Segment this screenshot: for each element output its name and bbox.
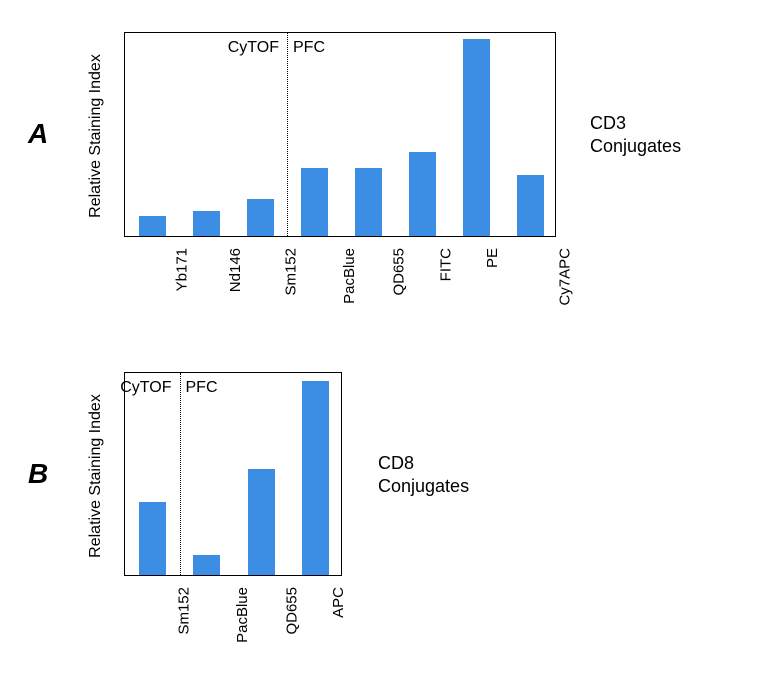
panel-a-ylabel: Relative Staining Index [87, 54, 105, 218]
bar [302, 381, 329, 575]
bar [193, 211, 220, 236]
bar [193, 555, 220, 575]
xtick-label: Sm152 [176, 587, 193, 635]
xtick-label: APC [329, 587, 346, 618]
panel-a-side-line2: Conjugates [590, 136, 681, 156]
panel-a-side-label: CD3 Conjugates [590, 112, 681, 157]
panel-b-bars [125, 373, 341, 575]
bar [139, 216, 166, 237]
panel-a-xticks: Yb171Nd146Sm152PacBlueQD655FITCPECy7APC [125, 236, 555, 253]
xtick-label: Nd146 [228, 248, 245, 292]
panel-a-letter: A [28, 118, 48, 150]
bar [517, 175, 544, 237]
bar [355, 168, 382, 236]
bar [463, 39, 490, 236]
panel-b-side-label: CD8 Conjugates [378, 452, 469, 497]
xtick-label: Sm152 [283, 248, 300, 296]
panel-a-side-line1: CD3 [590, 113, 626, 133]
xtick-label: PE [484, 248, 501, 268]
panel-b-side-line1: CD8 [378, 453, 414, 473]
xtick-label: FITC [437, 248, 454, 281]
panel-b-chart: CyTOF PFC Sm152PacBlueQD655APC Relative … [124, 372, 342, 576]
panel-b-ylabel: Relative Staining Index [87, 394, 105, 558]
xtick-label: PacBlue [341, 248, 358, 304]
panel-a-plotbox: CyTOF PFC Yb171Nd146Sm152PacBlueQD655FIT… [124, 32, 556, 237]
xtick-label: PacBlue [234, 587, 251, 643]
xtick-label: QD655 [284, 587, 301, 635]
panel-b-plotbox: CyTOF PFC Sm152PacBlueQD655APC [124, 372, 342, 576]
panel-b-letter: B [28, 458, 48, 490]
bar [248, 469, 275, 575]
panel-b-side-line2: Conjugates [378, 476, 469, 496]
panel-a-chart: CyTOF PFC Yb171Nd146Sm152PacBlueQD655FIT… [124, 32, 556, 237]
bar [409, 152, 436, 236]
xtick-label: Yb171 [174, 248, 191, 291]
bar [301, 168, 328, 236]
bar [139, 502, 166, 575]
panel-b-xticks: Sm152PacBlueQD655APC [125, 575, 341, 592]
panel-a-bars [125, 33, 555, 236]
xtick-label: Cy7APC [557, 248, 574, 306]
bar [247, 199, 274, 236]
xtick-label: QD655 [391, 248, 408, 296]
